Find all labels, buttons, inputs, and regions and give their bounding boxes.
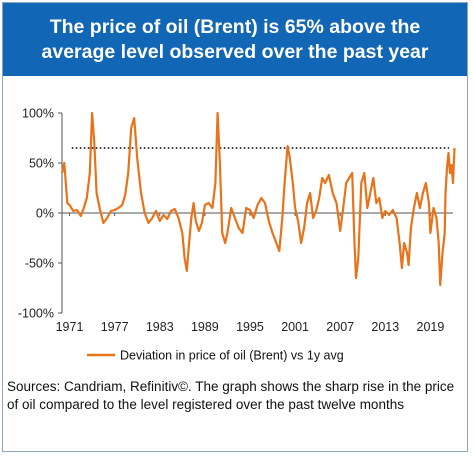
- x-tick-label: 1989: [191, 320, 219, 334]
- series-line: [60, 111, 456, 287]
- legend-label: Deviation in price of oil (Brent) vs 1y …: [120, 349, 344, 363]
- series-group: [60, 111, 456, 287]
- y-tick-label: 0%: [36, 207, 54, 221]
- y-tick-label: 100%: [22, 107, 54, 121]
- chart-card: The price of oil (Brent) is 65% above th…: [2, 2, 468, 452]
- x-tick-label: 2019: [417, 320, 445, 334]
- sources-note: Sources: Candriam, Refinitiv©. The graph…: [7, 379, 455, 412]
- y-tick-label: -50%: [25, 257, 54, 271]
- x-tick-label: 2001: [281, 320, 309, 334]
- x-tick-label: 2013: [371, 320, 399, 334]
- y-tick-label: -100%: [18, 307, 54, 321]
- chart-ticks: 100% 50% 0% -50% -100%1971 1977 1983 1989 1995 20…: [18, 107, 445, 335]
- chart-title: The price of oil (Brent) is 65% above th…: [41, 15, 429, 63]
- x-tick-label: 1995: [236, 320, 264, 334]
- x-tick-label: 1977: [101, 320, 129, 334]
- line-chart: 100% 50% 0% -50% -100%1971 1977 1983 1989 1995 20…: [18, 107, 456, 363]
- x-tick-label: 1971: [56, 320, 84, 334]
- y-tick-label: 50%: [29, 157, 54, 171]
- x-tick-label: 1983: [146, 320, 174, 334]
- chart-legend: Deviation in price of oil (Brent) vs 1y …: [87, 349, 344, 363]
- x-tick-label: 2007: [326, 320, 354, 334]
- chart-header: The price of oil (Brent) is 65% above th…: [3, 3, 467, 76]
